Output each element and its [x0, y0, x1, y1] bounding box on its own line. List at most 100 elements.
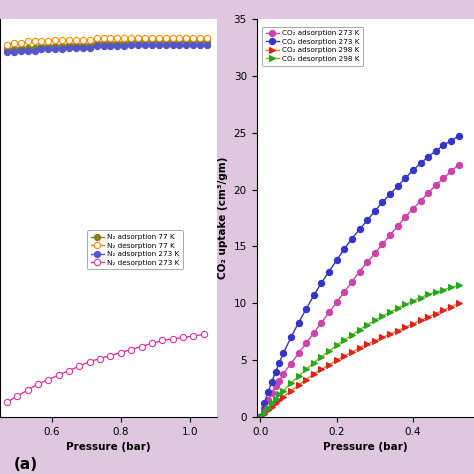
N₂ desorption 77 K: [149, 36, 155, 41]
N₂ adsorption 77 K: [73, 42, 79, 47]
CO₂ adsorption 298 K: [265, 408, 271, 413]
N₂ desorption 273 K: [56, 372, 62, 378]
CO₂ adsorption 298 K: [296, 383, 301, 388]
CO₂ desorption 298 K: [257, 414, 263, 420]
Line: N₂ adsorption 77 K: N₂ adsorption 77 K: [4, 38, 210, 52]
N₂ adsorption 273 K: [52, 46, 58, 52]
CO₂ desorption 298 K: [277, 392, 283, 397]
CO₂ adsorption 273 K: [319, 320, 324, 326]
CO₂ adsorption 298 K: [326, 362, 332, 368]
CO₂ adsorption 298 K: [273, 401, 279, 406]
N₂ adsorption 273 K: [59, 46, 65, 52]
N₂ desorption 273 K: [128, 346, 134, 352]
CO₂ adsorption 298 K: [277, 397, 283, 403]
CO₂ adsorption 273 K: [261, 405, 267, 411]
CO₂ desorption 273 K: [365, 218, 370, 223]
N₂ adsorption 77 K: [100, 40, 106, 46]
CO₂ desorption 298 K: [380, 313, 385, 319]
CO₂ adsorption 298 K: [319, 366, 324, 372]
CO₂ adsorption 298 K: [456, 301, 462, 306]
N₂ adsorption 273 K: [135, 42, 141, 47]
N₂ adsorption 77 K: [32, 45, 37, 50]
N₂ desorption 273 K: [25, 387, 30, 393]
N₂ adsorption 77 K: [191, 39, 196, 45]
CO₂ desorption 298 K: [387, 310, 393, 315]
N₂ adsorption 77 K: [204, 39, 210, 45]
CO₂ desorption 298 K: [273, 396, 279, 402]
N₂ desorption 77 K: [204, 36, 210, 41]
N₂ desorption 77 K: [191, 36, 196, 41]
N₂ desorption 273 K: [201, 332, 207, 337]
CO₂ adsorption 298 K: [441, 307, 447, 313]
CO₂ desorption 298 K: [433, 289, 439, 295]
CO₂ adsorption 273 K: [311, 330, 317, 336]
N₂ adsorption 77 K: [142, 39, 148, 45]
CO₂ adsorption 298 K: [372, 338, 378, 344]
Line: CO₂ desorption 298 K: CO₂ desorption 298 K: [257, 282, 462, 420]
CO₂ desorption 298 K: [456, 283, 462, 288]
CO₂ adsorption 273 K: [456, 162, 462, 167]
Line: CO₂ adsorption 273 K: CO₂ adsorption 273 K: [257, 162, 462, 420]
CO₂ desorption 298 K: [296, 374, 301, 379]
N₂ desorption 77 K: [142, 36, 148, 41]
CO₂ adsorption 273 K: [395, 223, 401, 229]
CO₂ adsorption 273 K: [357, 269, 363, 274]
N₂ adsorption 77 K: [156, 39, 162, 45]
CO₂ adsorption 273 K: [402, 214, 408, 220]
CO₂ desorption 298 K: [319, 354, 324, 360]
CO₂ adsorption 273 K: [334, 300, 339, 305]
CO₂ desorption 273 K: [380, 199, 385, 205]
CO₂ desorption 298 K: [269, 401, 274, 406]
CO₂ adsorption 273 K: [387, 232, 393, 238]
CO₂ adsorption 273 K: [448, 169, 454, 174]
CO₂ desorption 298 K: [281, 388, 286, 394]
CO₂ adsorption 273 K: [365, 260, 370, 265]
N₂ desorption 77 K: [197, 36, 203, 41]
Y-axis label: CO₂ uptake (cm³/gm): CO₂ uptake (cm³/gm): [218, 157, 228, 279]
N₂ desorption 273 K: [46, 377, 51, 383]
N₂ desorption 273 K: [108, 353, 113, 358]
CO₂ desorption 273 K: [395, 183, 401, 189]
N₂ desorption 77 K: [38, 39, 44, 45]
N₂ adsorption 273 K: [25, 48, 30, 54]
CO₂ desorption 273 K: [372, 209, 378, 214]
N₂ desorption 273 K: [191, 333, 196, 339]
N₂ adsorption 77 K: [170, 39, 175, 45]
CO₂ adsorption 298 K: [380, 335, 385, 340]
CO₂ desorption 273 K: [273, 369, 279, 374]
N₂ adsorption 77 K: [115, 40, 120, 46]
CO₂ desorption 273 K: [326, 269, 332, 274]
CO₂ desorption 273 K: [433, 148, 439, 154]
CO₂ desorption 298 K: [365, 322, 370, 328]
N₂ adsorption 273 K: [204, 42, 210, 47]
N₂ adsorption 273 K: [4, 49, 10, 55]
CO₂ desorption 298 K: [261, 410, 267, 415]
CO₂ desorption 273 K: [387, 191, 393, 197]
CO₂ desorption 273 K: [281, 351, 286, 356]
N₂ desorption 77 K: [121, 36, 127, 41]
N₂ adsorption 273 K: [18, 48, 24, 54]
N₂ desorption 273 K: [170, 336, 175, 342]
CO₂ desorption 298 K: [425, 292, 431, 297]
N₂ desorption 77 K: [163, 36, 168, 41]
CO₂ adsorption 273 K: [341, 289, 347, 295]
CO₂ adsorption 298 K: [261, 411, 267, 417]
N₂ desorption 273 K: [4, 399, 10, 405]
CO₂ adsorption 273 K: [380, 241, 385, 247]
N₂ desorption 77 K: [135, 36, 141, 41]
N₂ adsorption 273 K: [100, 43, 106, 49]
CO₂ adsorption 298 K: [281, 394, 286, 400]
N₂ adsorption 273 K: [142, 42, 148, 47]
N₂ desorption 77 K: [128, 36, 134, 41]
N₂ adsorption 77 K: [128, 39, 134, 45]
CO₂ adsorption 298 K: [425, 314, 431, 320]
N₂ adsorption 77 K: [80, 42, 86, 47]
N₂ desorption 273 K: [180, 335, 186, 340]
CO₂ desorption 298 K: [334, 343, 339, 348]
Line: CO₂ desorption 273 K: CO₂ desorption 273 K: [257, 133, 462, 420]
CO₂ desorption 273 K: [296, 320, 301, 326]
N₂ adsorption 77 K: [18, 45, 24, 50]
CO₂ adsorption 273 K: [273, 383, 279, 389]
N₂ adsorption 273 K: [156, 42, 162, 47]
X-axis label: Pressure (bar): Pressure (bar): [66, 442, 151, 452]
